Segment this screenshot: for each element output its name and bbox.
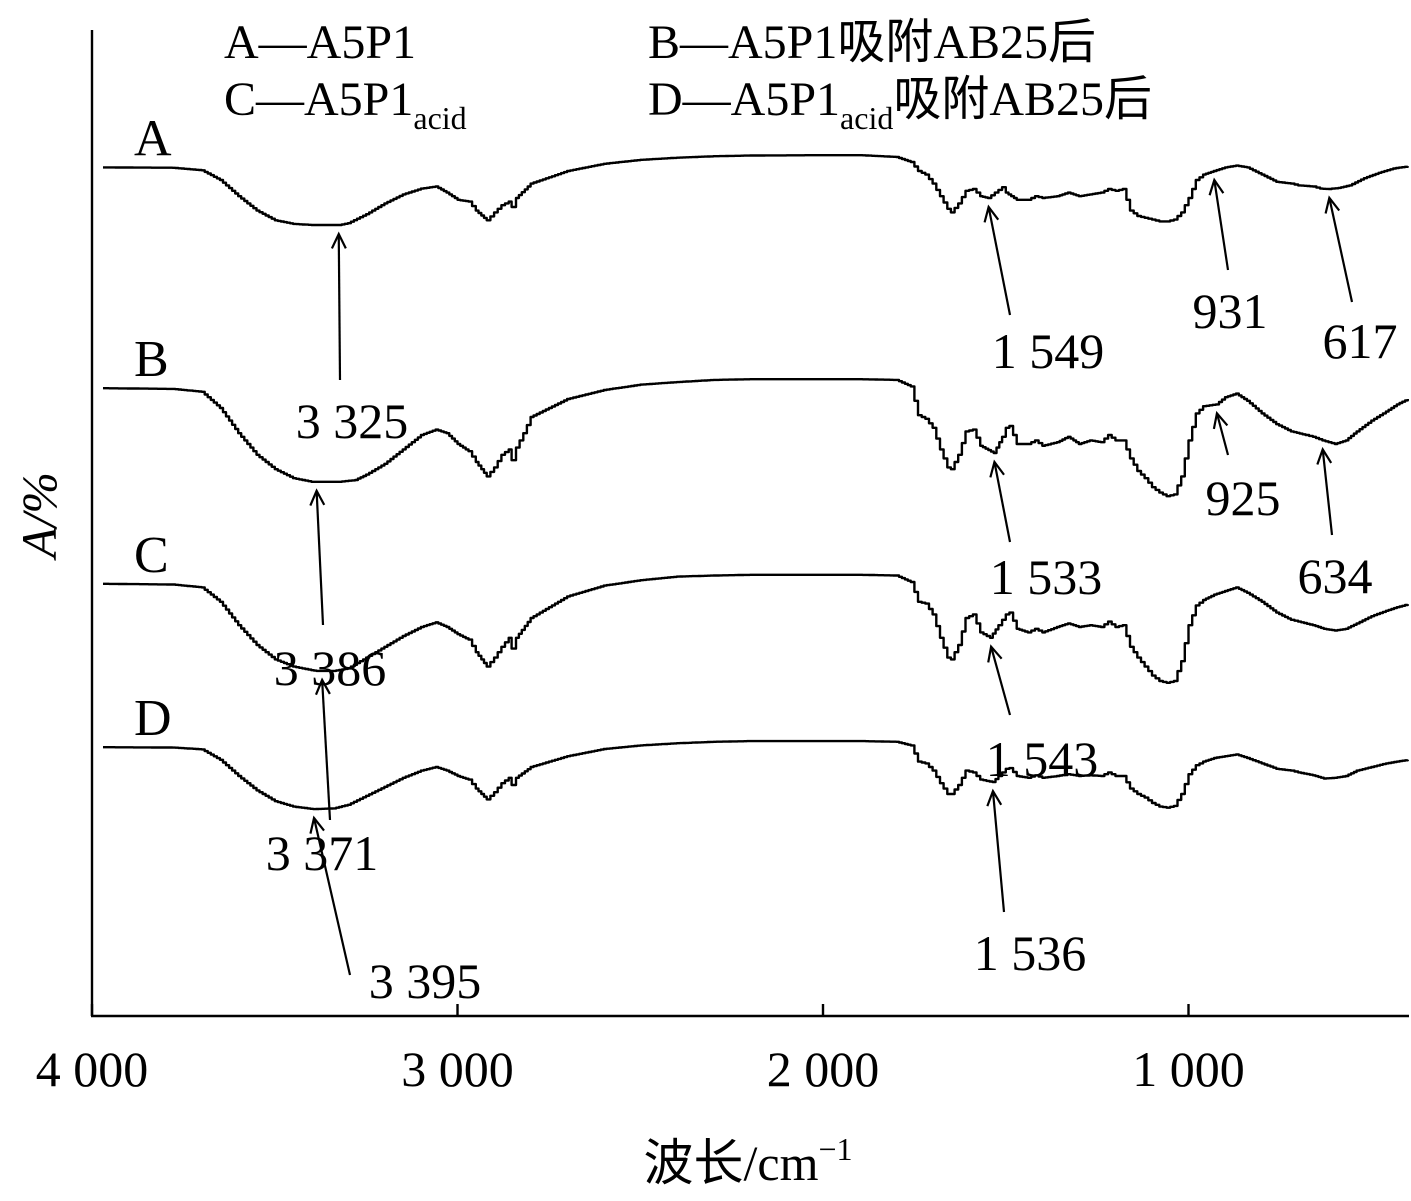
peak-label: 634	[1298, 548, 1373, 604]
legend-entry: D—A5P1acid吸附AB25后	[648, 73, 1152, 136]
spectrum-C	[103, 573, 1409, 684]
annotation-arrowhead	[986, 788, 1003, 807]
curve-label-D: D	[134, 690, 172, 747]
annotation-arrowhead	[309, 488, 326, 506]
y-axis-title: A/%	[11, 472, 67, 561]
legend-entry-subscript: acid	[840, 100, 893, 136]
annotation-arrowhead	[1324, 195, 1341, 214]
annotation-arrow	[987, 206, 1012, 316]
annotation-arrowhead	[1208, 177, 1225, 196]
peak-label: 931	[1193, 283, 1268, 339]
legend-entry-main: B—A5P1吸附AB25后	[648, 16, 1096, 69]
peak-label: 1 549	[992, 323, 1105, 379]
legend-entry-main: A—A5P1	[224, 16, 416, 69]
curve-label-A: A	[134, 110, 172, 167]
x-axis-title: 波长/cm−1	[643, 1131, 852, 1191]
annotation-arrowhead	[309, 815, 325, 834]
spectrum-D	[103, 739, 1409, 811]
peak-label: 1 536	[974, 925, 1087, 981]
annotation-arrow	[1213, 179, 1230, 271]
annotation-arrowhead	[1316, 446, 1333, 465]
annotation-arrow	[315, 490, 325, 626]
legend-entry-main: D—A5P1	[648, 73, 840, 126]
peak-label: 3 386	[274, 640, 387, 696]
annotation-arrowhead	[983, 204, 1000, 223]
legend-entry-main: C—A5P1	[224, 73, 413, 126]
annotation-arrow	[990, 646, 1012, 716]
annotation-arrowhead	[987, 644, 1003, 663]
peak-label: 1 533	[990, 549, 1103, 605]
legend-entry: A—A5P1	[224, 16, 416, 69]
spectrum-A	[103, 154, 1409, 227]
spectrum-B	[103, 378, 1409, 498]
x-axis-title-sup: −1	[818, 1131, 852, 1167]
peak-label: 617	[1323, 313, 1398, 369]
annotation-arrowhead	[1212, 410, 1229, 430]
legend-entry: C—A5P1acid	[224, 73, 467, 136]
peak-label: 925	[1206, 470, 1281, 526]
x-tick-label: 2 000	[767, 1041, 880, 1097]
x-tick-label: 4 000	[36, 1041, 149, 1097]
annotation-arrow	[993, 461, 1012, 543]
annotation-arrow	[991, 791, 1006, 913]
spectra	[103, 154, 1409, 811]
curve-label-B: B	[134, 331, 169, 388]
x-axis-title-main: 波长/cm	[643, 1135, 818, 1191]
annotation-arrow	[1321, 449, 1334, 536]
peak-label: 1 543	[986, 731, 1099, 787]
annotation-arrowhead	[989, 459, 1005, 478]
peak-label: 3 395	[369, 953, 482, 1009]
legend-entry: B—A5P1吸附AB25后	[648, 16, 1096, 69]
annotation-arrow	[1215, 412, 1230, 456]
annotation-arrowhead	[330, 231, 347, 249]
curve-label-C: C	[134, 527, 169, 584]
curve-labels: A B C D	[134, 110, 172, 747]
x-ticks: 4 000 3 000 2 000 1 000	[36, 1004, 1245, 1097]
annotation-arrow	[1328, 197, 1354, 303]
legend-entry-subscript: acid	[413, 100, 466, 136]
annotation-arrow	[321, 679, 332, 821]
peak-label: 3 325	[296, 393, 409, 449]
x-tick-label: 3 000	[401, 1041, 514, 1097]
legend-entry-suffix: 吸附AB25后	[893, 73, 1152, 126]
x-tick-label: 1 000	[1132, 1041, 1245, 1097]
annotation-arrowhead	[314, 677, 331, 696]
annotation-arrow	[337, 233, 342, 381]
annotation-arrow	[312, 817, 352, 976]
